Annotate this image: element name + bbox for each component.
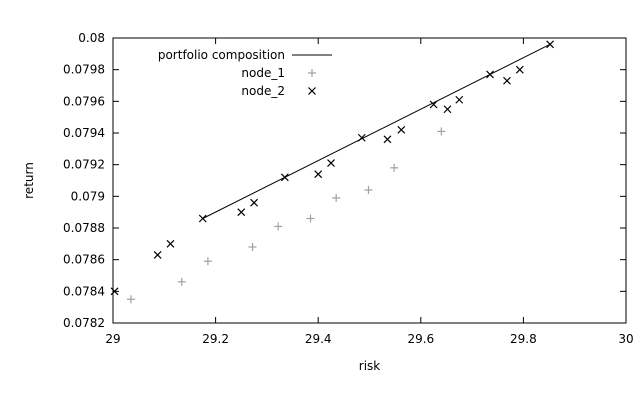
x-tick-label: 29.6 <box>407 332 434 346</box>
node-2-point <box>455 95 464 104</box>
x-tick-label: 30 <box>618 332 633 346</box>
portfolio-composition-line <box>202 43 551 219</box>
node-2-point <box>280 173 289 182</box>
node-2-point <box>515 65 524 74</box>
x-tick-label: 29.2 <box>202 332 229 346</box>
node-2-point <box>198 214 207 223</box>
x-tick-label: 29.4 <box>305 332 332 346</box>
node-2-point <box>546 40 555 49</box>
node-2-point <box>250 198 258 207</box>
y-tick-label: 0.0796 <box>63 94 105 108</box>
node-2-point <box>153 250 162 259</box>
y-tick-label: 0.0792 <box>63 158 105 172</box>
node-2-point <box>397 125 406 134</box>
node-1-point <box>390 163 399 172</box>
node-2-point <box>327 159 335 168</box>
node-1-point <box>203 257 212 266</box>
y-tick-label: 0.0784 <box>63 284 105 298</box>
node-2-point <box>357 133 366 142</box>
y-tick-label: 0.0788 <box>63 221 105 235</box>
node-2-point <box>166 239 175 248</box>
y-axis-label: return <box>22 162 36 199</box>
node-1-point <box>306 214 315 223</box>
legend: portfolio composition node_1 node_2 <box>158 48 332 98</box>
x-tick-label: 29 <box>105 332 120 346</box>
plot-frame <box>112 37 627 324</box>
node-1-point <box>332 193 341 202</box>
chart-marks <box>110 40 555 304</box>
y-tick-label: 0.0798 <box>63 63 105 77</box>
y-tick-label: 0.08 <box>78 31 105 45</box>
legend-label: node_2 <box>241 84 285 98</box>
legend-plus-sample <box>308 69 316 77</box>
x-tick-label: 29.8 <box>510 332 537 346</box>
y-tick-label: 0.079 <box>71 189 105 203</box>
node-2-point <box>383 135 392 144</box>
x-axis: 29 29.2 29.4 29.6 29.8 30 <box>105 38 634 346</box>
y-tick-label: 0.0786 <box>63 253 105 267</box>
legend-label: portfolio composition <box>158 48 285 62</box>
node-2-point <box>314 170 323 179</box>
node-2-point <box>486 70 494 79</box>
y-axis: 0.0782 0.0784 0.0786 0.0788 0.079 0.0792 0.079… <box>63 31 626 330</box>
node-1-point <box>437 127 446 136</box>
node-2-point <box>503 76 511 85</box>
legend-label: node_1 <box>241 66 285 80</box>
y-tick-label: 0.0782 <box>63 316 105 330</box>
x-axis-label: risk <box>359 359 381 373</box>
node-2-point <box>443 105 452 114</box>
node-1-point <box>274 222 283 231</box>
node-2-point <box>237 208 246 217</box>
node-1-point <box>364 186 373 194</box>
node-1-point <box>177 277 186 286</box>
node-2-point <box>429 100 438 109</box>
node-1-point <box>126 295 135 304</box>
legend-cross-sample <box>308 87 316 95</box>
node-1-point <box>248 243 257 251</box>
y-tick-label: 0.0794 <box>63 126 105 140</box>
